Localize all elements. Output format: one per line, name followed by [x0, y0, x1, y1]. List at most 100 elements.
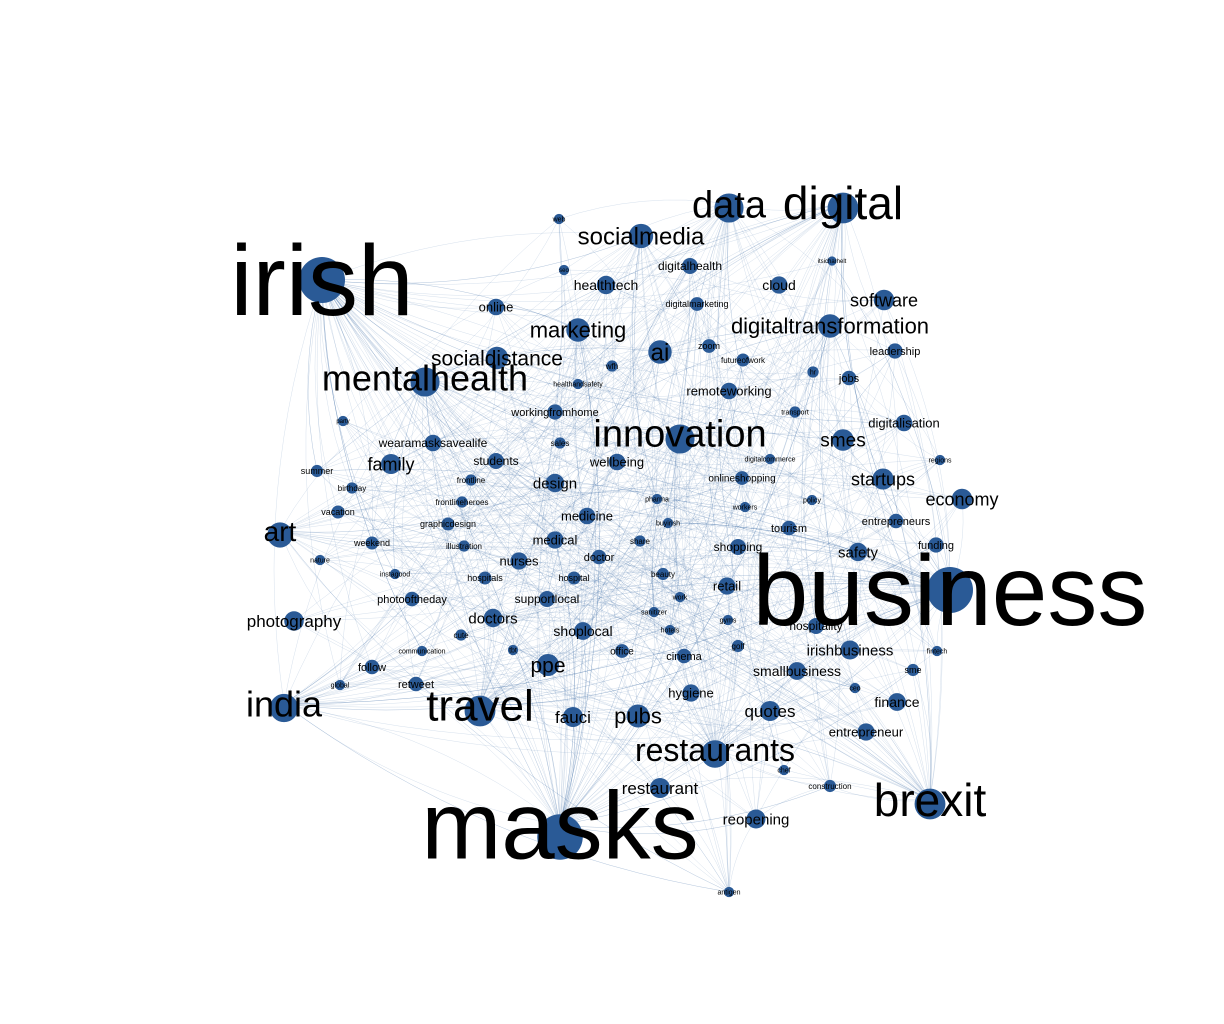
graph-edge [339, 306, 497, 686]
graph-edge [605, 284, 698, 305]
node-buyirish [662, 517, 674, 529]
graph-edge [662, 573, 931, 801]
label-doctor: doctor [584, 552, 615, 564]
graph-edge [321, 279, 728, 587]
graph-edge [737, 520, 897, 647]
graph-edge [394, 572, 914, 671]
label-ppe: ppe [530, 654, 565, 677]
graph-edge [432, 442, 716, 751]
graph-edge [572, 716, 716, 751]
graph-edge [321, 279, 897, 522]
label-family: family [367, 454, 414, 474]
node-quotes [759, 700, 781, 722]
label-golf: golf [732, 642, 746, 651]
graph-edge [829, 325, 931, 801]
graph-edge [339, 432, 681, 686]
graph-edge [479, 645, 739, 706]
graph-edge [337, 511, 730, 893]
graph-edge [662, 299, 885, 575]
graph-edge [279, 377, 426, 532]
graph-edge [447, 488, 813, 525]
graph-edge [679, 596, 739, 647]
graph-edge [337, 511, 549, 666]
label-summer: summer [301, 466, 334, 476]
graph-edge [679, 299, 885, 434]
graph-edge [679, 432, 951, 591]
graph-edge [559, 630, 587, 826]
label-frontlineheroes: frontlineheroes [436, 498, 489, 507]
graph-edge [586, 203, 730, 517]
graph-edge [802, 202, 844, 627]
graph-edge [512, 260, 833, 651]
node-work [674, 591, 686, 603]
graph-edge [640, 235, 897, 522]
graph-edge [316, 470, 716, 751]
label-gyms: gyms [720, 617, 737, 624]
graph-edge [656, 498, 731, 893]
graph-edge [479, 539, 556, 706]
graph-edge [495, 202, 844, 462]
graph-edge [727, 589, 951, 623]
node-hygiene [682, 684, 700, 702]
graph-edge [598, 325, 831, 558]
graph-edge [394, 573, 639, 717]
graph-edge [293, 620, 561, 826]
node-funding [928, 537, 944, 553]
graph-edge [316, 202, 844, 472]
graph-edge [554, 284, 607, 541]
graph-edge [679, 432, 897, 522]
graph-edge [495, 351, 661, 462]
graph-edge [572, 329, 600, 558]
label-digitaltransformation: digitaltransformation [731, 314, 929, 339]
graph-edge [667, 325, 831, 524]
node-jobs [841, 370, 857, 386]
graph-edge [479, 477, 743, 706]
graph-edge [321, 279, 588, 517]
graph-edge [424, 303, 698, 379]
graph-edge [842, 202, 899, 522]
graph-edge [305, 279, 341, 686]
graph-edge [769, 260, 833, 460]
graph-edge [279, 530, 373, 668]
graph-edge [321, 279, 434, 444]
graph-edge [279, 411, 556, 532]
graph-edge [848, 377, 932, 801]
graph-edge [279, 506, 746, 549]
graph-edge [460, 578, 951, 636]
graph-edge [316, 425, 681, 472]
graph-edge [659, 299, 885, 353]
graph-edge [833, 202, 898, 703]
graph-edge [319, 432, 681, 561]
graph-edge [582, 351, 661, 632]
graph-edge [342, 420, 685, 657]
graph-edge [321, 279, 771, 460]
graph-edge [656, 498, 951, 591]
graph-edge [518, 560, 563, 826]
graph-edge [547, 459, 941, 666]
graph-edge [630, 235, 664, 575]
graph-edge [573, 572, 728, 587]
graph-edge [321, 279, 392, 465]
graph-edge [518, 432, 681, 562]
graph-edge [728, 203, 844, 441]
label-restaurants: restaurants [635, 732, 795, 768]
label-smallbusiness: smallbusiness [753, 663, 841, 679]
graph-edge [577, 202, 844, 331]
graph-edge [842, 439, 914, 671]
graph-edge [640, 235, 867, 733]
graph-edge [554, 505, 746, 541]
graph-edge [546, 422, 905, 600]
label-masks: masks [421, 773, 698, 880]
graph-edge [415, 683, 561, 826]
graph-edge [484, 577, 685, 657]
label-sme2: sme [904, 665, 921, 675]
graph-edge [559, 359, 744, 826]
label-work: work [672, 594, 688, 601]
node-irish [299, 257, 345, 303]
graph-edge [479, 351, 661, 706]
graph-edge [495, 306, 568, 826]
graph-edge [831, 260, 933, 801]
label-wellbeing: wellbeing [589, 455, 644, 470]
label-wearamasksavealife: wearamasksavealife [378, 436, 488, 450]
graph-edge [755, 589, 951, 820]
